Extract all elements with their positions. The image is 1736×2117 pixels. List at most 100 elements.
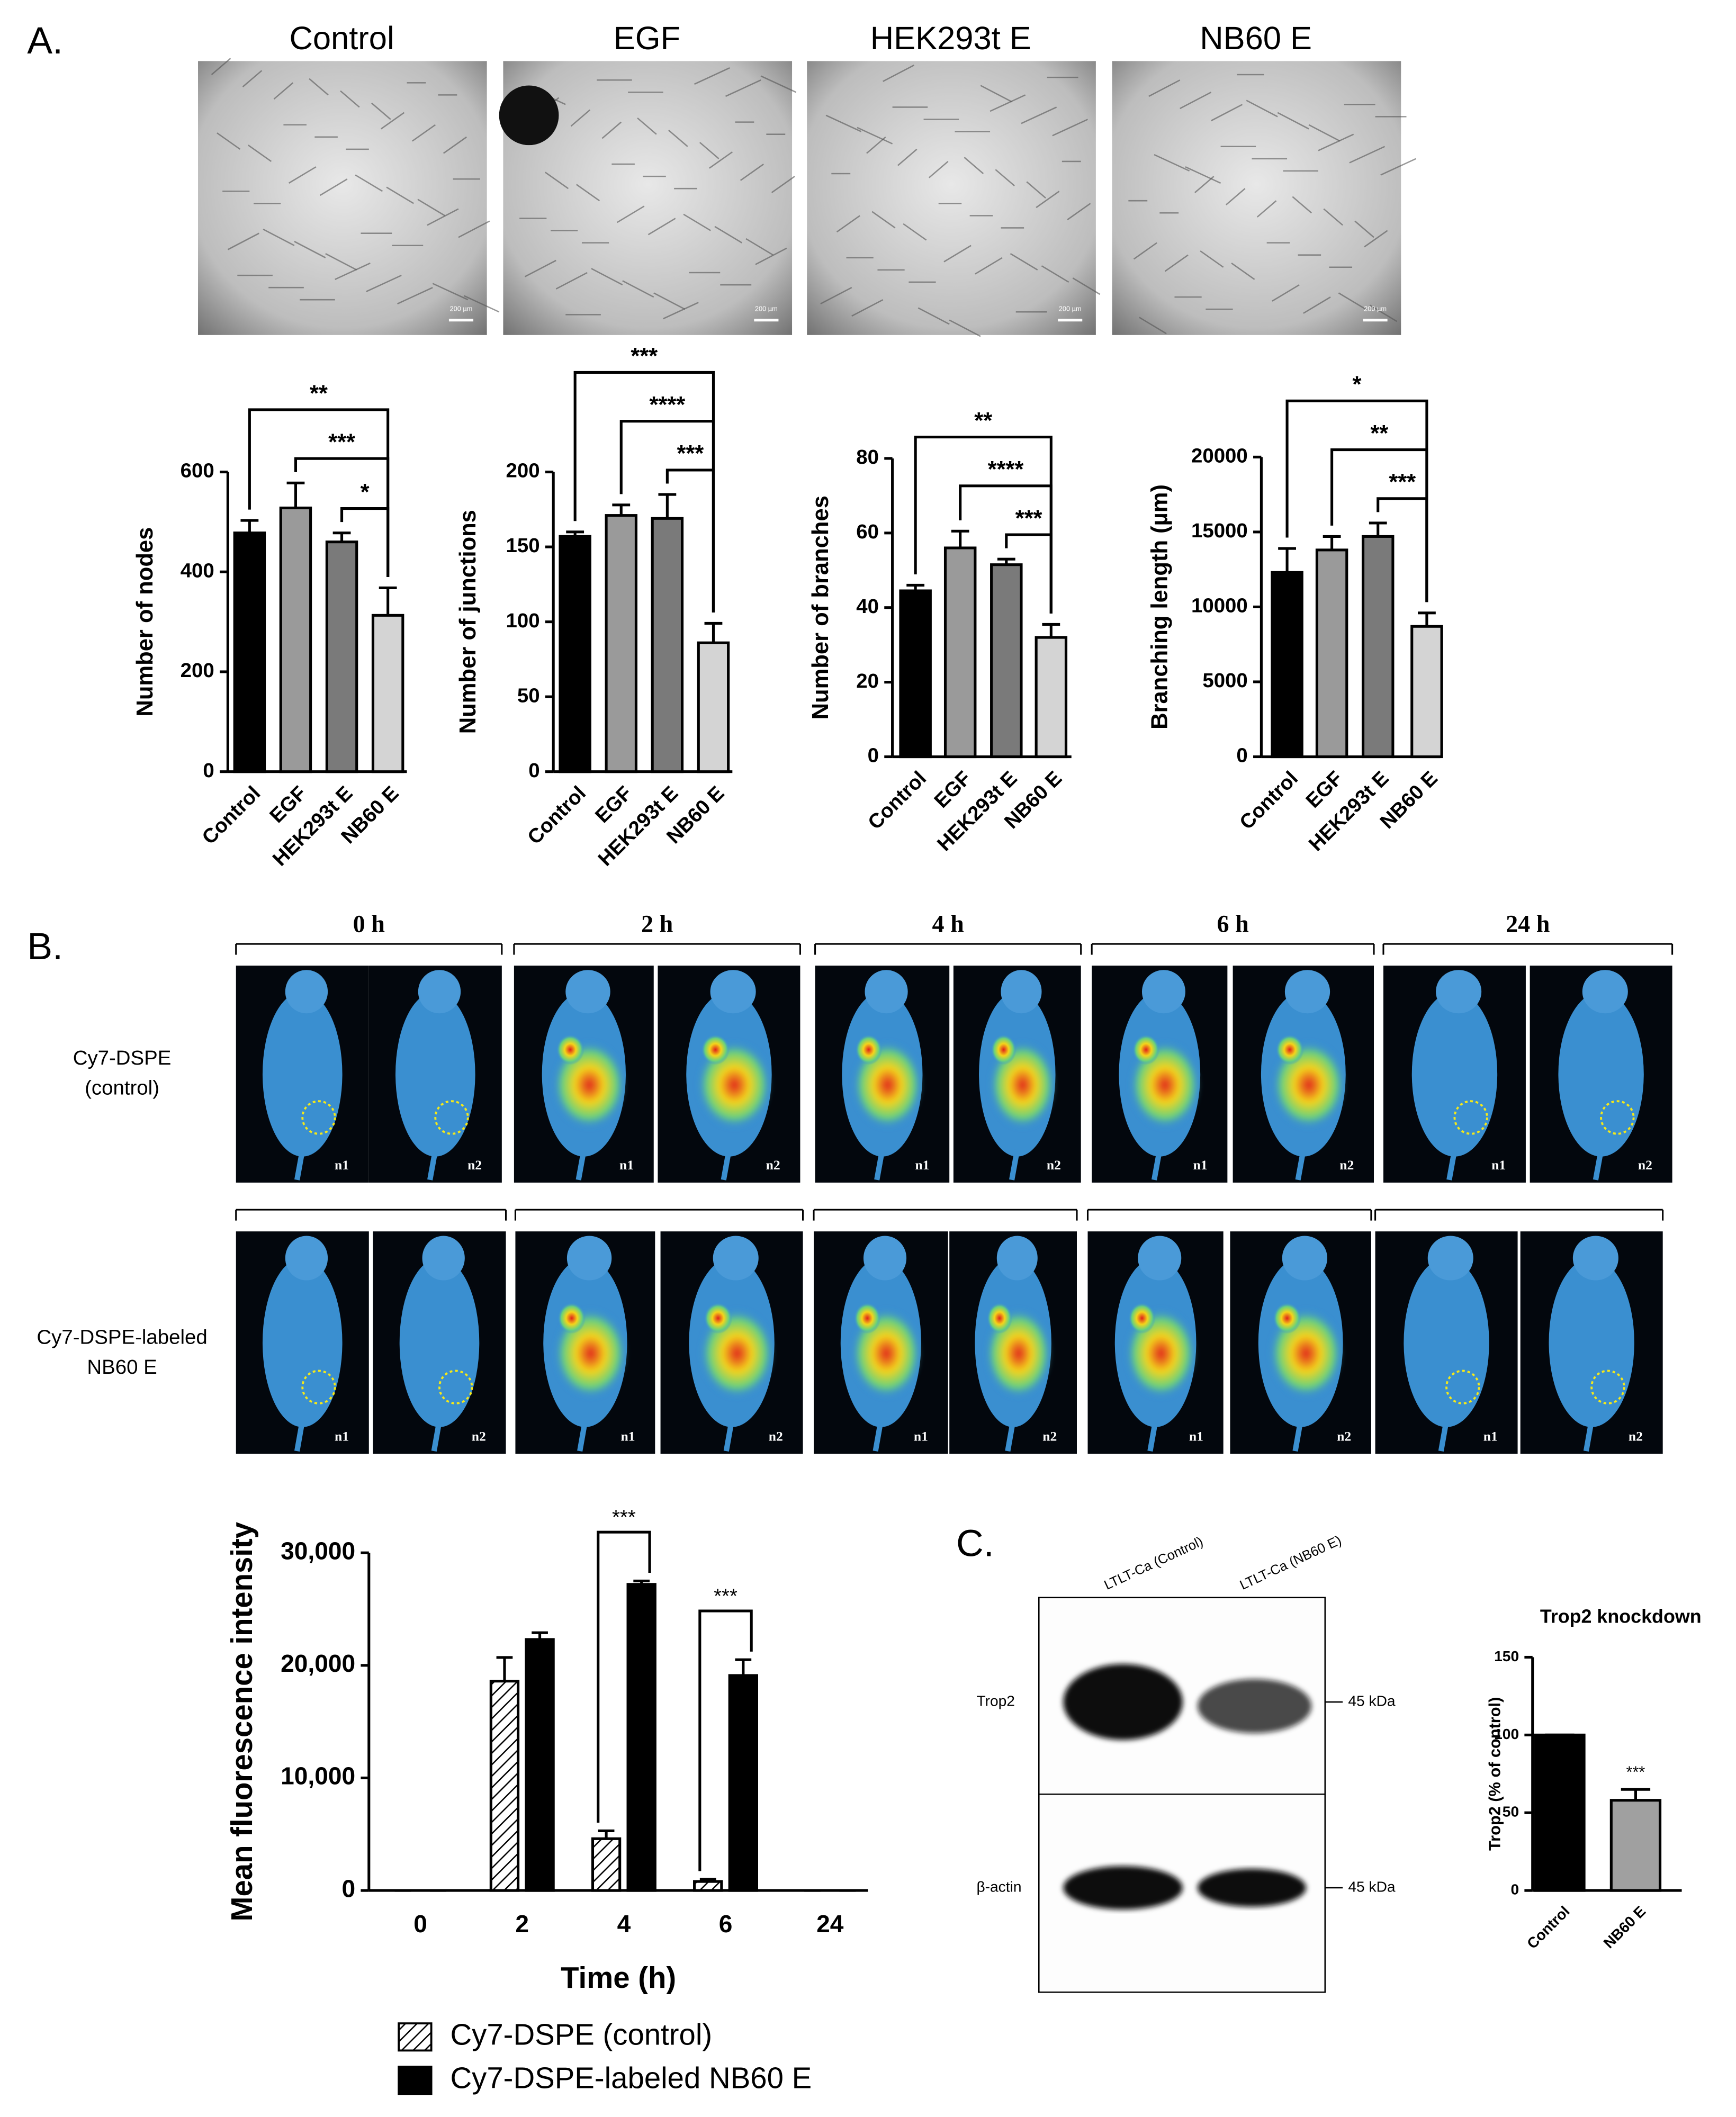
y-tick-label: 0: [203, 759, 214, 782]
y-axis-label: Number of nodes: [132, 527, 158, 717]
network-strand: [1211, 104, 1243, 122]
x-tick-label: 4: [617, 1910, 631, 1938]
mouse-head: [1001, 970, 1042, 1014]
y-tick-label: 80: [856, 446, 879, 469]
network-strand: [851, 299, 884, 317]
network-strand: [443, 136, 467, 154]
network-strand: [990, 94, 1026, 112]
network-strand: [995, 169, 1015, 187]
network-strand: [1380, 158, 1416, 176]
y-tick-label: 20000: [1191, 445, 1248, 467]
y-axis-label: Mean fluorescence intensity: [225, 1521, 258, 1921]
significance-bracket: [248, 408, 390, 577]
network-strand: [463, 295, 500, 313]
time-label: 2 h: [641, 910, 673, 937]
significance-label: ***: [1389, 470, 1416, 495]
mouse-head: [996, 1236, 1038, 1281]
network-strand: [288, 166, 317, 184]
y-tick-label: 0: [342, 1875, 356, 1902]
mouse-label: n1: [914, 1428, 928, 1444]
bar: [626, 1583, 656, 1892]
mouse-label: n1: [1483, 1428, 1498, 1444]
y-tick-label: 30,000: [281, 1537, 355, 1564]
bar: [990, 563, 1023, 759]
network-strand: [555, 272, 588, 290]
network-strand: [918, 307, 950, 325]
mouse-label: n1: [915, 1157, 929, 1173]
network-strand: [1369, 304, 1398, 322]
mouse-label: n1: [619, 1157, 634, 1173]
network-strand: [371, 102, 391, 120]
mouse-label: n1: [335, 1428, 349, 1444]
mouse-label: n2: [1638, 1157, 1652, 1173]
y-tick-label: 150: [506, 534, 539, 557]
mouse-head: [1282, 1236, 1328, 1281]
network-strand: [381, 112, 405, 130]
mouse-label: n2: [472, 1428, 486, 1444]
y-tick-label: 0: [528, 759, 539, 782]
mouse-body: [262, 1258, 343, 1427]
blot-band: [1197, 1869, 1306, 1907]
network-strand: [1292, 196, 1312, 214]
mouse-tail: [1583, 1420, 1595, 1452]
y-tick-label: 5000: [1202, 669, 1247, 692]
mouse-head: [713, 1236, 759, 1281]
mouse-head: [1138, 1236, 1182, 1281]
tumor-outline: [301, 1100, 336, 1135]
mouse-label: n2: [1337, 1428, 1351, 1444]
significance-label: **: [974, 408, 992, 434]
mouse-head: [865, 970, 908, 1014]
significance-bracket: [597, 1530, 651, 1823]
network-strand: [836, 215, 860, 233]
x-tick-label: Control: [863, 767, 931, 834]
bar: [1315, 548, 1348, 759]
significance-label: ***: [677, 441, 704, 466]
x-axis-label: Time (h): [561, 1961, 676, 1994]
mouse-body: [1404, 1258, 1489, 1427]
bar: [697, 641, 730, 773]
y-tick-label: 20: [856, 670, 879, 692]
significance-label: ****: [988, 457, 1024, 482]
mouse-tail: [1438, 1420, 1450, 1452]
x-tick-label: 6: [719, 1910, 733, 1938]
bar: [1271, 571, 1303, 759]
artifact: [499, 85, 559, 146]
network-strand: [217, 132, 241, 150]
network-strand: [397, 286, 433, 305]
y-tick-label: 50: [517, 684, 540, 707]
mouse-tail: [427, 1149, 438, 1181]
tumor-outline: [1453, 1100, 1488, 1135]
scale-bar-label: 200 µm: [1364, 305, 1387, 313]
bar: [1361, 535, 1395, 759]
network-strand: [570, 109, 591, 127]
x-tick-label: NB60 E: [1600, 1903, 1649, 1951]
scale-bar-label: 200 µm: [450, 305, 473, 313]
significance-label: *: [1353, 372, 1362, 398]
network-strand: [1308, 124, 1341, 142]
network-strand: [1052, 119, 1089, 137]
image-title: EGF: [614, 20, 680, 57]
bar: [559, 535, 591, 773]
network-strand: [432, 283, 469, 301]
significance-label: ***: [612, 1506, 636, 1529]
y-tick-label: 0: [1236, 744, 1247, 767]
signal: [853, 1302, 881, 1334]
mouse-label: n1: [1193, 1157, 1208, 1173]
mouse-tail: [873, 1420, 884, 1452]
mouse-head: [418, 970, 461, 1014]
network-strand: [668, 130, 688, 147]
y-tick-label: 100: [1494, 1725, 1519, 1742]
network-strand: [709, 151, 733, 169]
bar: [371, 614, 404, 773]
y-tick-label: 150: [1494, 1647, 1519, 1664]
mouse-head: [1141, 970, 1185, 1014]
annotation: ***: [1626, 1763, 1645, 1781]
chart-title: Trop2 knockdown: [1540, 1606, 1702, 1627]
mouse-head: [1582, 970, 1628, 1014]
significance-label: ***: [328, 430, 355, 455]
network-strand: [647, 218, 676, 236]
mouse-label: n2: [766, 1157, 780, 1173]
network-strand: [714, 226, 742, 244]
network-strand: [524, 259, 556, 277]
